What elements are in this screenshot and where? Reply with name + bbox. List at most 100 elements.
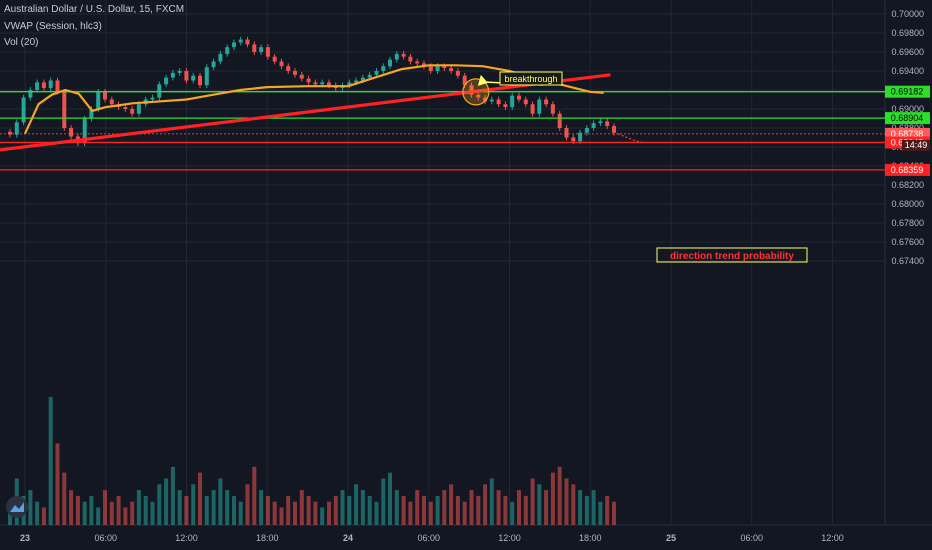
volume-bar: [198, 472, 202, 525]
volume-bar: [578, 490, 583, 525]
candle-body: [238, 39, 243, 43]
volume-bar: [41, 507, 46, 525]
volume-bar: [8, 507, 12, 525]
volume-bar: [299, 490, 304, 525]
volume-bar: [89, 495, 94, 525]
candle-body: [584, 128, 589, 133]
candle-body: [455, 71, 460, 76]
x-tick-label: 25: [666, 533, 676, 543]
volume-indicator-label[interactable]: Vol (20): [4, 37, 39, 48]
volume-bar: [306, 495, 311, 525]
volume-bar: [564, 478, 569, 525]
candle-body: [517, 95, 521, 100]
x-tick-label: 24: [343, 533, 353, 543]
candle-body: [299, 74, 304, 79]
candle-body: [496, 99, 501, 105]
volume-bar: [469, 490, 474, 525]
volume-bar: [265, 495, 270, 525]
volume-bar: [136, 490, 141, 525]
volume-bar: [123, 507, 128, 525]
x-tick-label: 06:00: [417, 533, 440, 543]
volume-bar: [259, 490, 264, 525]
volume-bar: [449, 484, 454, 525]
candle-body: [170, 72, 175, 78]
candle-body: [123, 107, 128, 109]
candle-body: [320, 82, 325, 85]
candle-body: [578, 132, 583, 142]
volume-bar: [293, 501, 297, 525]
candle-body: [462, 75, 467, 86]
candle-body: [476, 94, 481, 98]
volume-bar: [442, 490, 447, 525]
volume-bar: [191, 484, 196, 525]
volume-bar: [184, 495, 189, 525]
candle-body: [557, 113, 562, 128]
volume-bar: [537, 484, 542, 525]
volume-bar: [360, 490, 365, 525]
candle-body: [82, 118, 87, 144]
price-level-tag: [885, 163, 930, 176]
candle-body: [41, 82, 46, 89]
price-level-value: 0.69182: [891, 87, 924, 97]
volume-bar: [55, 443, 60, 525]
volume-bar: [530, 478, 535, 525]
candle-body: [177, 71, 182, 73]
price-level-value: 0.68359: [891, 165, 924, 175]
candle-body: [422, 63, 426, 67]
volume-bar: [103, 490, 107, 525]
volume-bar: [170, 466, 175, 525]
countdown-tag: [902, 139, 930, 151]
candle-body: [286, 66, 291, 71]
candle-body: [347, 82, 352, 86]
candle-body: [184, 71, 189, 81]
tradingview-logo-icon[interactable]: [6, 496, 28, 518]
candle-body: [544, 99, 549, 105]
candle-body: [367, 74, 372, 78]
volume-bar: [598, 501, 603, 525]
volume-bar: [204, 495, 209, 525]
projected-trend-line: [617, 133, 644, 144]
y-tick-label: 0.70000: [891, 9, 924, 19]
y-tick-label: 0.69400: [891, 66, 924, 76]
volume-bar: [428, 501, 433, 525]
candle-body: [279, 61, 284, 67]
price-level-tag: [885, 85, 930, 98]
volume-bar: [225, 490, 230, 525]
candle-body: [218, 53, 223, 62]
volume-bar: [544, 490, 549, 525]
candle-body: [293, 71, 297, 75]
volume-bar: [347, 495, 352, 525]
candle-body: [252, 44, 257, 52]
candle-body: [428, 66, 433, 71]
volume-bar: [462, 501, 467, 525]
volume-bar: [517, 490, 521, 525]
volume-bar: [591, 490, 596, 525]
volume-bar: [211, 490, 216, 525]
y-tick-label: 0.68000: [891, 199, 924, 209]
volume-bar: [327, 501, 331, 525]
candle-body: [327, 82, 331, 86]
candle-body: [69, 128, 74, 137]
candle-body: [381, 66, 386, 71]
candle-body: [394, 53, 399, 60]
vwap-indicator-label[interactable]: VWAP (Session, hlc3): [4, 21, 102, 32]
breakthrough-marker: [462, 78, 490, 106]
candle-body: [191, 75, 196, 81]
candle-body: [489, 99, 494, 102]
candle-body: [35, 82, 40, 90]
volume-bar: [272, 501, 277, 525]
volume-bar: [422, 495, 426, 525]
direction-label: direction trend probability: [670, 251, 794, 262]
countdown-label: 14:49: [905, 140, 928, 150]
volume-bar: [143, 495, 148, 525]
volume-bar: [455, 495, 460, 525]
volume-bar: [157, 484, 162, 525]
volume-bar: [523, 495, 528, 525]
volume-bar: [354, 484, 359, 525]
volume-bar: [35, 501, 40, 525]
candle-body: [109, 99, 114, 105]
volume-bar: [130, 501, 135, 525]
volume-bar: [503, 495, 508, 525]
